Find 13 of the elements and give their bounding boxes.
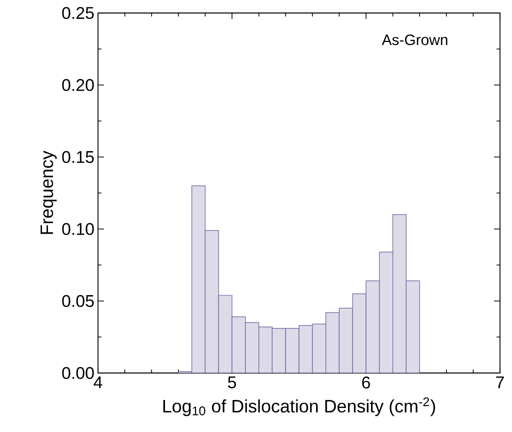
x-tick-label: 5 (228, 376, 236, 388)
y-tick-label: 0.20 (62, 79, 94, 91)
x-tick-label: 4 (94, 376, 102, 388)
x-tick-label: 7 (496, 376, 504, 388)
y-tick-label: 0.15 (62, 151, 94, 163)
y-tick-label: 0.05 (62, 295, 94, 307)
annotation: As-Grown (382, 34, 448, 46)
y-axis-title: Frequency (40, 150, 57, 234)
x-axis-title: Log$_{10}$ of Dislocation Density (cm$^{-2}$) (163, 397, 436, 416)
y-tick-label: 0.25 (62, 7, 94, 19)
y-tick-label: 0.00 (62, 367, 94, 379)
x-tick-label: 6 (362, 376, 370, 389)
y-tick-label: 0.10 (62, 223, 94, 235)
